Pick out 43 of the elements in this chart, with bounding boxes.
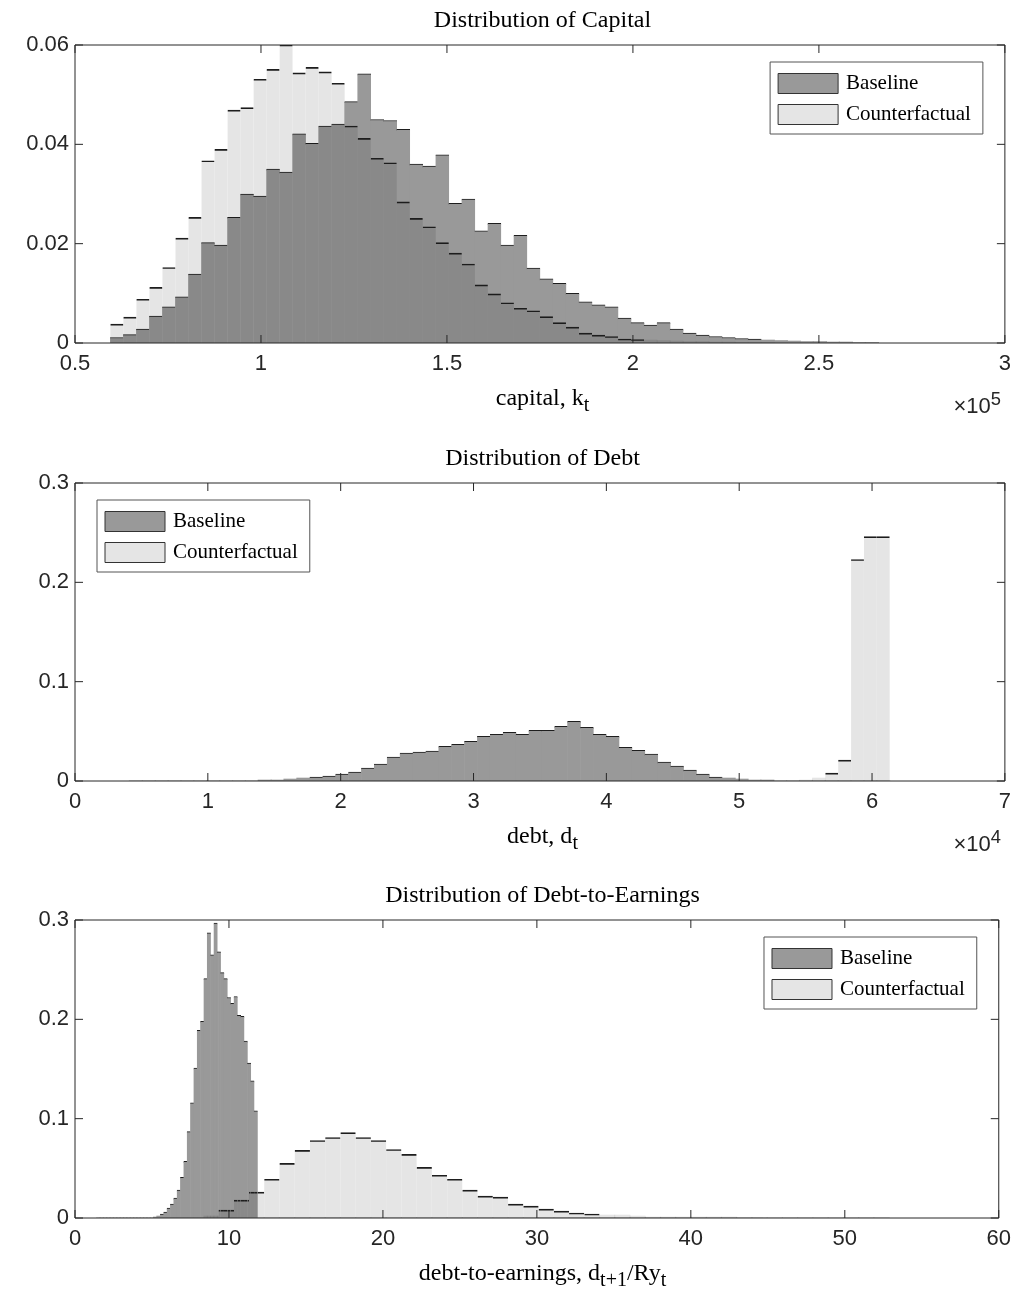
x-tick-label: 1 [254,350,268,376]
x-tick-label: 30 [524,1225,550,1251]
y-tick-label: 0.3 [38,469,69,495]
x-tick-label: 10 [216,1225,242,1251]
y-tick-label: 0 [56,1204,69,1230]
x-tick-label: 5 [733,788,746,814]
legend-label: Baseline [839,945,913,970]
legend-label: Baseline [173,508,246,533]
y-tick-label: 0.04 [26,130,69,156]
x-tick-label: 7 [998,788,1012,814]
text: ×10$^{5}$ [953,388,1001,420]
y-tick-label: 0.3 [38,906,69,932]
y-tick-label: 0 [56,767,69,793]
x-tick-label: 20 [370,1225,396,1251]
legend-label: Counterfactual [173,539,298,564]
x-tick-label: 3 [467,788,480,814]
legend-label: Counterfactual [846,101,972,126]
chart-title: Distribution of Capital [432,6,653,33]
x-tick-label: 2 [334,788,347,814]
y-tick-label: 0.1 [38,1104,69,1130]
x-tick-label: 1.5 [431,350,463,376]
chart-title: Distribution of Debt-to-Earnings [384,881,701,908]
chart-title: Distribution of Debt [444,444,641,471]
y-tick-label: 0.2 [38,568,69,594]
legend-label: Counterfactual [839,976,965,1001]
legend-label: Baseline [846,70,919,95]
x-tick-label: 3 [998,350,1012,376]
x-tick-label: 1 [201,788,214,814]
x-tick-label: 6 [865,788,879,814]
x-tick-label: 2.5 [803,350,835,376]
x-axis-title: capital, k$_{t}$ [495,384,590,415]
y-tick-label: 0.1 [38,667,69,693]
y-tick-label: 0.2 [38,1005,69,1031]
x-tick-label: 60 [986,1225,1012,1251]
y-tick-label: 0.06 [26,31,69,57]
x-tick-label: 2 [626,350,640,376]
x-axis-title: debt-to-earnings, d$_{t+1}$/Ry$_{t}$ [417,1259,668,1291]
x-axis-title: debt, d$_{t}$ [507,822,578,853]
x-tick-label: 50 [832,1225,858,1251]
x-tick-label: 4 [600,788,613,814]
y-tick-label: 0.02 [26,229,69,255]
x-tick-label: 40 [678,1225,704,1251]
text: ×10$^{4}$ [953,826,1001,858]
